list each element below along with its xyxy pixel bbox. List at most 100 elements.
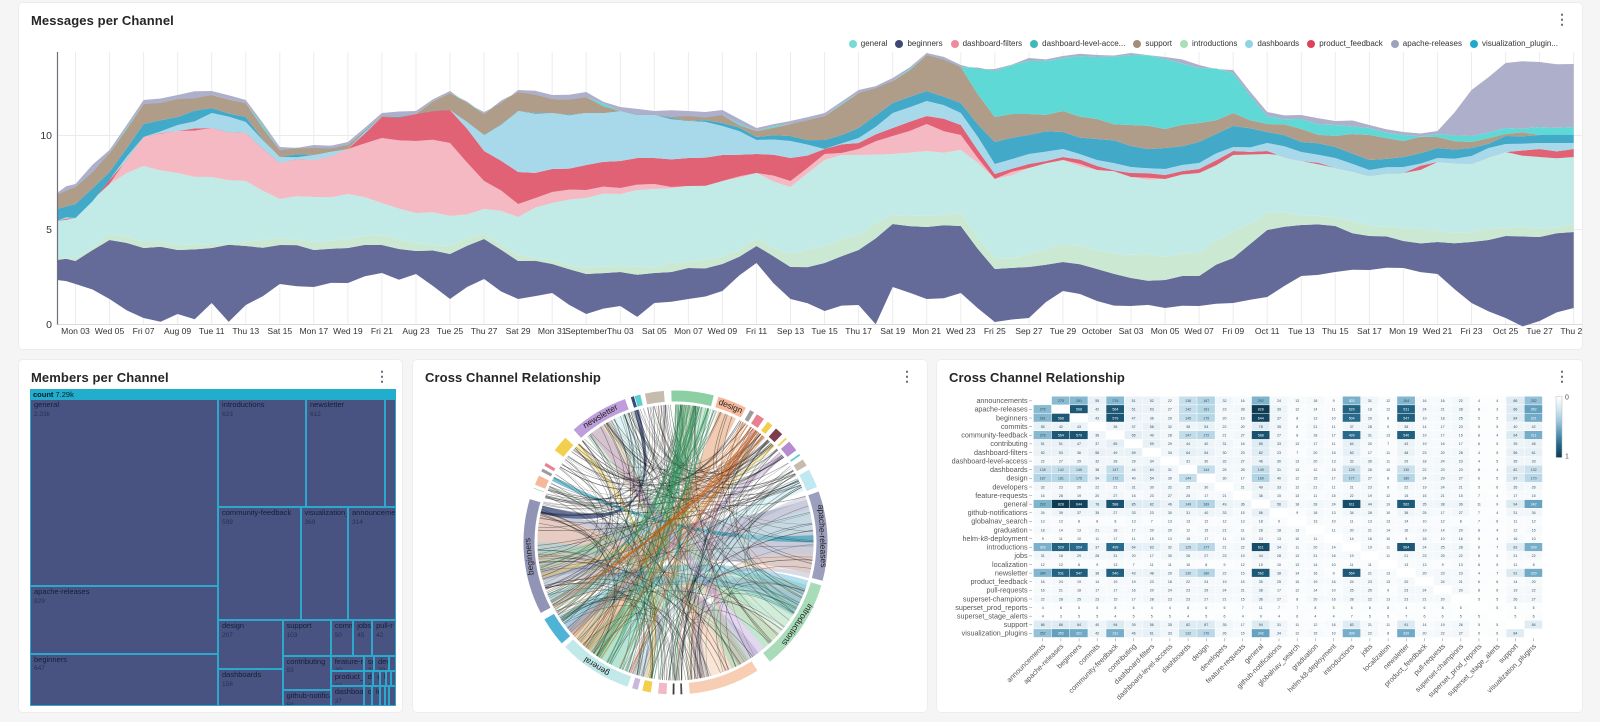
svg-text:177: 177 bbox=[1203, 546, 1209, 550]
svg-text:7: 7 bbox=[1496, 546, 1498, 550]
svg-text:Sep 27: Sep 27 bbox=[1015, 326, 1042, 336]
svg-text:19: 19 bbox=[1077, 580, 1081, 584]
svg-text:6: 6 bbox=[1296, 615, 1298, 619]
svg-text:180: 180 bbox=[1403, 477, 1409, 481]
svg-text:27: 27 bbox=[1168, 408, 1172, 412]
svg-text:31: 31 bbox=[1041, 554, 1045, 558]
svg-text:56: 56 bbox=[1150, 425, 1154, 429]
svg-text:11: 11 bbox=[1150, 563, 1154, 567]
svg-text:84: 84 bbox=[1513, 416, 1517, 420]
svg-text:11: 11 bbox=[1477, 503, 1481, 507]
svg-text:16: 16 bbox=[1332, 623, 1336, 627]
svg-text:54: 54 bbox=[1204, 425, 1208, 429]
svg-text:38: 38 bbox=[1277, 571, 1281, 575]
svg-text:13: 13 bbox=[1386, 597, 1390, 601]
svg-text:Mon 21: Mon 21 bbox=[912, 326, 941, 336]
svg-text:21: 21 bbox=[1223, 494, 1227, 498]
svg-text:14: 14 bbox=[1350, 537, 1354, 541]
svg-text:4: 4 bbox=[1478, 571, 1480, 575]
svg-text:4: 4 bbox=[1333, 615, 1335, 619]
svg-text:31: 31 bbox=[1223, 442, 1227, 446]
svg-text:7: 7 bbox=[1278, 606, 1280, 610]
svg-text:44: 44 bbox=[1186, 442, 1190, 446]
svg-text:611: 611 bbox=[1258, 546, 1264, 550]
svg-text:27: 27 bbox=[1532, 597, 1536, 601]
svg-text:23: 23 bbox=[1059, 485, 1063, 489]
svg-text:6: 6 bbox=[1533, 615, 1535, 619]
svg-text:14: 14 bbox=[1404, 520, 1408, 524]
svg-text:64: 64 bbox=[1350, 442, 1354, 446]
svg-text:20: 20 bbox=[1350, 528, 1354, 532]
svg-text:30: 30 bbox=[1368, 459, 1372, 463]
svg-text:284: 284 bbox=[1403, 399, 1409, 403]
svg-text:53: 53 bbox=[1059, 451, 1063, 455]
svg-text:20: 20 bbox=[1423, 571, 1427, 575]
svg-text:29: 29 bbox=[1132, 459, 1136, 463]
svg-text:Oct 11: Oct 11 bbox=[1255, 326, 1280, 336]
svg-text:20: 20 bbox=[1241, 425, 1245, 429]
svg-text:25: 25 bbox=[1459, 416, 1463, 420]
svg-text:6: 6 bbox=[1478, 477, 1480, 481]
svg-text:14: 14 bbox=[1423, 623, 1427, 627]
svg-text:17: 17 bbox=[1277, 589, 1281, 593]
svg-text:8: 8 bbox=[1314, 606, 1316, 610]
svg-text:22: 22 bbox=[1241, 546, 1245, 550]
svg-text:175: 175 bbox=[1203, 416, 1209, 420]
svg-text:14: 14 bbox=[1095, 580, 1099, 584]
svg-text:7: 7 bbox=[1296, 451, 1298, 455]
svg-text:19: 19 bbox=[1513, 589, 1517, 593]
svg-text:Thu 17: Thu 17 bbox=[845, 326, 872, 336]
svg-text:16: 16 bbox=[1332, 597, 1336, 601]
svg-text:564: 564 bbox=[1403, 546, 1409, 550]
svg-text:44: 44 bbox=[1368, 503, 1372, 507]
svg-text:147: 147 bbox=[1112, 468, 1118, 472]
svg-text:47: 47 bbox=[1132, 416, 1136, 420]
svg-text:4: 4 bbox=[1496, 434, 1498, 438]
svg-text:21: 21 bbox=[1313, 485, 1317, 489]
svg-text:63: 63 bbox=[1350, 451, 1354, 455]
svg-text:13: 13 bbox=[1423, 563, 1427, 567]
svg-text:29: 29 bbox=[1168, 416, 1172, 420]
svg-text:175: 175 bbox=[1076, 477, 1082, 481]
svg-text:28: 28 bbox=[1313, 503, 1317, 507]
svg-text:16: 16 bbox=[1313, 571, 1317, 575]
svg-text:10: 10 bbox=[1077, 537, 1081, 541]
svg-text:23: 23 bbox=[1368, 485, 1372, 489]
svg-text:Mon 05: Mon 05 bbox=[1151, 326, 1180, 336]
svg-text:Thu 27: Thu 27 bbox=[471, 326, 498, 336]
svg-text:10: 10 bbox=[1532, 537, 1536, 541]
svg-text:24: 24 bbox=[1441, 580, 1445, 584]
svg-text:8: 8 bbox=[1296, 434, 1298, 438]
svg-text:11: 11 bbox=[1332, 485, 1336, 489]
svg-text:37: 37 bbox=[1132, 425, 1136, 429]
svg-text:10: 10 bbox=[1441, 537, 1445, 541]
svg-text:13: 13 bbox=[1332, 459, 1336, 463]
svg-text:5: 5 bbox=[1496, 442, 1498, 446]
svg-text:28: 28 bbox=[1277, 554, 1281, 558]
svg-text:6: 6 bbox=[1224, 615, 1226, 619]
svg-text:25: 25 bbox=[1350, 589, 1354, 593]
svg-text:504: 504 bbox=[1349, 416, 1355, 420]
svg-text:189: 189 bbox=[1203, 503, 1209, 507]
svg-text:16: 16 bbox=[1441, 399, 1445, 403]
svg-text:16: 16 bbox=[1459, 537, 1463, 541]
svg-text:8: 8 bbox=[1387, 606, 1389, 610]
svg-text:commits: commits bbox=[1001, 422, 1028, 431]
svg-text:35: 35 bbox=[1095, 511, 1099, 515]
svg-text:apache-releases: apache-releases bbox=[974, 405, 1028, 414]
svg-text:8: 8 bbox=[1296, 597, 1298, 601]
svg-text:36: 36 bbox=[1259, 494, 1263, 498]
svg-text:15: 15 bbox=[1241, 537, 1245, 541]
svg-text:35: 35 bbox=[1423, 503, 1427, 507]
svg-text:42: 42 bbox=[1095, 408, 1099, 412]
svg-text:28: 28 bbox=[1459, 546, 1463, 550]
svg-text:32: 32 bbox=[1168, 546, 1172, 550]
svg-text:23: 23 bbox=[1423, 554, 1427, 558]
svg-text:828: 828 bbox=[1258, 408, 1264, 412]
svg-text:32: 32 bbox=[1168, 485, 1172, 489]
svg-text:32: 32 bbox=[1095, 459, 1099, 463]
svg-text:20: 20 bbox=[1423, 632, 1427, 636]
svg-text:52: 52 bbox=[1041, 451, 1045, 455]
svg-text:beginners: beginners bbox=[996, 413, 1028, 422]
svg-text:145: 145 bbox=[1076, 468, 1082, 472]
